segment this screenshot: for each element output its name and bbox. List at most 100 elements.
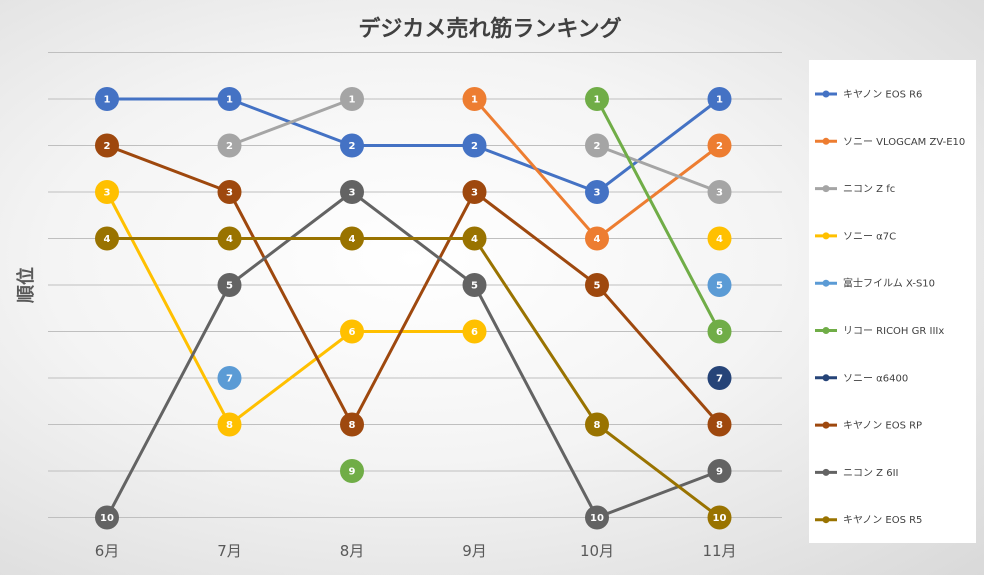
data-point: 8 (340, 412, 364, 437)
data-point-label: 7 (716, 374, 723, 385)
data-point-label: 5 (594, 281, 601, 292)
data-point-label: 4 (104, 234, 111, 245)
data-point-label: 3 (104, 188, 111, 199)
x-tick-label: 8月 (340, 542, 365, 560)
data-point-marker (707, 459, 732, 483)
legend-item: リコー RICOH GR IIIx (815, 326, 944, 337)
legend-label: キヤノン EOS R6 (843, 90, 922, 101)
data-point-marker (585, 273, 609, 297)
data-point-marker (340, 459, 364, 483)
data-point: 4 (707, 226, 732, 251)
data-point: 2 (340, 133, 364, 158)
data-point-label: 4 (349, 234, 356, 245)
data-point: 4 (217, 226, 242, 251)
data-point-marker (217, 412, 242, 437)
data-point-marker (462, 273, 487, 297)
x-tick-label: 11月 (702, 542, 736, 560)
data-point-marker (340, 87, 364, 111)
data-point-marker (707, 412, 732, 437)
legend-label: キヤノン EOS R5 (843, 515, 922, 526)
legend-item: ソニー VLOGCAM ZV-E10 (815, 137, 965, 148)
data-point-label: 2 (104, 141, 111, 152)
data-point: 3 (462, 180, 487, 204)
series-line (105, 144, 721, 426)
legend-swatch-marker (822, 468, 830, 476)
data-point-marker (707, 133, 732, 158)
legend-swatch-marker (822, 137, 830, 145)
legend-label: ソニー α6400 (843, 373, 908, 384)
data-point-label: 2 (349, 141, 356, 152)
data-point-label: 2 (716, 141, 723, 152)
data-point-label: 8 (594, 420, 601, 431)
data-point-label: 2 (226, 141, 233, 152)
data-point: 3 (340, 180, 364, 204)
data-point-marker (707, 505, 732, 530)
series-line (105, 237, 721, 519)
data-point-label: 10 (713, 513, 727, 524)
data-point: 1 (340, 87, 364, 111)
data-point: 5 (585, 273, 609, 297)
legend-label: ソニー VLOGCAM ZV-E10 (843, 137, 965, 148)
data-point: 8 (217, 412, 242, 437)
x-tick-label: 9月 (462, 542, 487, 560)
data-point: 8 (585, 412, 609, 437)
legend-swatch-marker (822, 185, 830, 193)
data-point: 1 (462, 87, 487, 111)
data-point-label: 10 (100, 513, 114, 524)
series-line (473, 97, 721, 240)
data-point-label: 4 (716, 234, 723, 245)
data-point: 7 (707, 366, 732, 390)
data-point-marker (462, 133, 487, 158)
legend-label: キヤノン EOS RP (843, 421, 922, 432)
data-point-label: 1 (594, 95, 601, 106)
legend-label: 富士フイルム X-S10 (843, 277, 935, 290)
data-point: 10 (707, 505, 732, 530)
legend-item: キヤノン EOS R5 (815, 515, 922, 526)
data-point-marker (585, 133, 609, 158)
series-lines (105, 97, 721, 519)
legend-item: キヤノン EOS RP (815, 421, 922, 432)
data-point-label: 10 (590, 513, 604, 524)
data-point-marker (707, 319, 732, 344)
y-axis-label: 順位 (15, 267, 37, 303)
data-point: 1 (95, 87, 119, 111)
series-line (105, 97, 721, 194)
data-point-label: 1 (104, 95, 111, 106)
data-point: 6 (340, 319, 364, 344)
data-point-label: 3 (594, 188, 601, 199)
data-point: 3 (217, 180, 242, 204)
data-point-marker (340, 133, 364, 158)
data-point-marker (585, 180, 609, 204)
data-point-label: 9 (716, 467, 723, 478)
data-point-label: 7 (226, 374, 233, 385)
legend-swatch-marker (822, 232, 830, 240)
data-point: 4 (340, 226, 364, 251)
data-point-label: 4 (594, 234, 601, 245)
data-point-label: 6 (349, 327, 356, 338)
series-line (105, 190, 476, 426)
legend-swatch-marker (822, 421, 830, 429)
data-point: 2 (217, 133, 242, 158)
data-point: 2 (707, 133, 732, 158)
data-point-marker (707, 180, 732, 204)
legend-label: リコー RICOH GR IIIx (843, 326, 944, 337)
data-point-label: 1 (716, 95, 723, 106)
data-point-marker (707, 273, 732, 297)
data-point: 5 (217, 273, 242, 297)
data-point: 3 (95, 180, 119, 204)
data-point-label: 6 (716, 327, 723, 338)
data-point: 1 (217, 87, 242, 111)
data-point-marker (217, 180, 242, 204)
data-point: 4 (462, 226, 487, 251)
legend-item: キヤノン EOS R6 (815, 90, 922, 101)
series-line (105, 190, 721, 519)
data-point-label: 1 (471, 95, 478, 106)
legend-item: ソニー α6400 (815, 373, 908, 384)
legend-item: ソニー α7C (815, 231, 896, 242)
data-point: 8 (707, 412, 732, 437)
data-point-marker (707, 87, 732, 111)
data-point: 10 (95, 505, 119, 530)
data-point-label: 2 (594, 141, 601, 152)
data-point-marker (95, 226, 119, 251)
